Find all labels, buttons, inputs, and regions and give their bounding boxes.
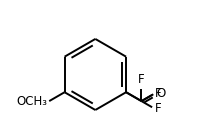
Text: F: F xyxy=(155,87,162,100)
Text: OCH₃: OCH₃ xyxy=(16,95,47,108)
Text: F: F xyxy=(138,73,145,86)
Text: F: F xyxy=(155,102,162,115)
Text: O: O xyxy=(156,87,165,100)
